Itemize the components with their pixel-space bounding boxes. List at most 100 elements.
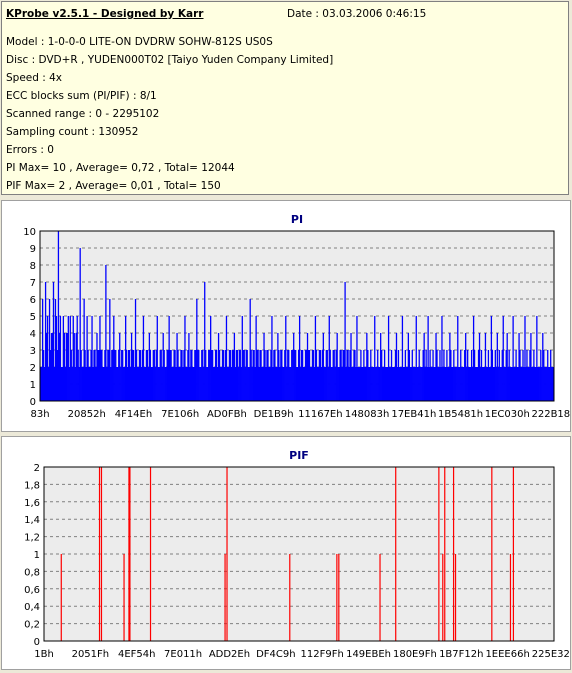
pi-bar [417, 367, 419, 401]
pi-bar [470, 350, 473, 401]
pif-y-tick-label: 0,4 [24, 602, 40, 613]
pi-bar [82, 367, 84, 401]
pi-bar [275, 367, 277, 401]
pi-bar [134, 299, 137, 401]
pi-bar [368, 367, 370, 401]
pi-bar [180, 350, 182, 401]
pi-bar [462, 367, 464, 401]
pi-bar [311, 350, 314, 401]
pi-bar [157, 367, 159, 401]
pi-bar [184, 316, 186, 401]
pi-bar [177, 350, 179, 401]
pif-y-tick-label: 1,2 [24, 533, 40, 544]
pi-bar [546, 367, 548, 401]
pi-bar [485, 367, 488, 401]
pi-bar [530, 333, 532, 401]
pi-bar [40, 367, 43, 401]
pi-bar [102, 367, 104, 401]
pi-bar [253, 350, 255, 401]
pi-bar [389, 367, 392, 401]
pi-bar [144, 367, 147, 401]
pi-bar [304, 350, 307, 401]
pi-bar [145, 350, 148, 401]
pi-bar [255, 316, 257, 401]
pi-bar [246, 350, 248, 401]
pi-bar [266, 350, 268, 401]
pif-y-tick-label: 2 [34, 463, 40, 474]
pi-bar [473, 350, 476, 401]
pi-bar [178, 367, 180, 401]
pi-bar [108, 350, 110, 401]
pi-bar [397, 350, 400, 401]
pi-bar [80, 350, 82, 401]
pi-bar [400, 367, 403, 401]
pi-bar [433, 367, 435, 401]
pi-bar [367, 350, 369, 401]
pi-x-tick-label: DE1B9h [254, 409, 294, 420]
pi-bar [192, 367, 194, 401]
pi-bar [237, 367, 239, 401]
pif-bar [442, 554, 444, 641]
pi-bar [469, 367, 472, 401]
pi-bar [430, 367, 432, 401]
pi-bar [499, 367, 501, 401]
pi-bar [260, 350, 262, 401]
pi-bar [107, 350, 109, 401]
pi-bar [528, 367, 530, 401]
scan-date: Date : 03.03.2006 0:46:15 [287, 8, 427, 20]
pi-bar [411, 350, 413, 401]
pi-bar [522, 350, 524, 401]
pi-x-tick-label: 83h [30, 409, 49, 420]
pi-bar [357, 367, 359, 401]
pi-bar [121, 350, 123, 401]
pi-bar [200, 367, 202, 401]
pi-bar [171, 367, 173, 401]
pi-bar [189, 367, 191, 401]
pi-bar [463, 367, 465, 401]
pi-bar [164, 367, 166, 401]
pi-bar [519, 350, 521, 401]
pi-bar [341, 367, 343, 401]
pi-bar [165, 367, 167, 401]
pi-bar [534, 367, 536, 401]
pi-bar [551, 367, 553, 401]
pi-bar [342, 350, 344, 401]
pif-bar [512, 467, 515, 641]
pi-bar [382, 367, 384, 401]
pi-bar [434, 367, 436, 401]
pi-y-tick-label: 7 [30, 278, 36, 289]
pi-bar [183, 350, 185, 401]
pi-bar [508, 350, 510, 401]
pif-y-tick-label: 1,8 [24, 480, 40, 491]
pi-bar [148, 333, 151, 401]
pi-bar [369, 367, 371, 401]
pi-bar [335, 350, 337, 401]
pi-bar [355, 367, 357, 401]
pi-bar [207, 367, 209, 401]
pi-bar [331, 367, 333, 401]
pi-bar [265, 367, 267, 401]
pi-bar [136, 367, 139, 401]
pi-bar [170, 350, 172, 401]
pi-bar [503, 367, 505, 401]
info-model: Model : 1-0-0-0 LITE-ON DVDRW SOHW-812S … [6, 36, 273, 48]
pi-bar [78, 367, 80, 401]
pi-bar [549, 367, 551, 401]
pi-bar [345, 367, 347, 401]
pi-y-tick-label: 0 [30, 397, 36, 408]
pi-bar [88, 367, 90, 401]
pi-bar [263, 333, 265, 401]
pi-bar [140, 367, 143, 401]
pi-bar [66, 333, 68, 401]
pi-bar [119, 333, 121, 401]
pi-bar [290, 367, 292, 401]
pi-bar [330, 367, 332, 401]
pi-bar [329, 350, 331, 401]
pi-bar [247, 367, 249, 401]
pif-bar [123, 554, 125, 641]
pi-bar [383, 350, 386, 401]
pi-bar [181, 350, 183, 401]
pi-bar [126, 367, 129, 401]
pi-bar [354, 350, 356, 401]
pi-bar [464, 350, 466, 401]
